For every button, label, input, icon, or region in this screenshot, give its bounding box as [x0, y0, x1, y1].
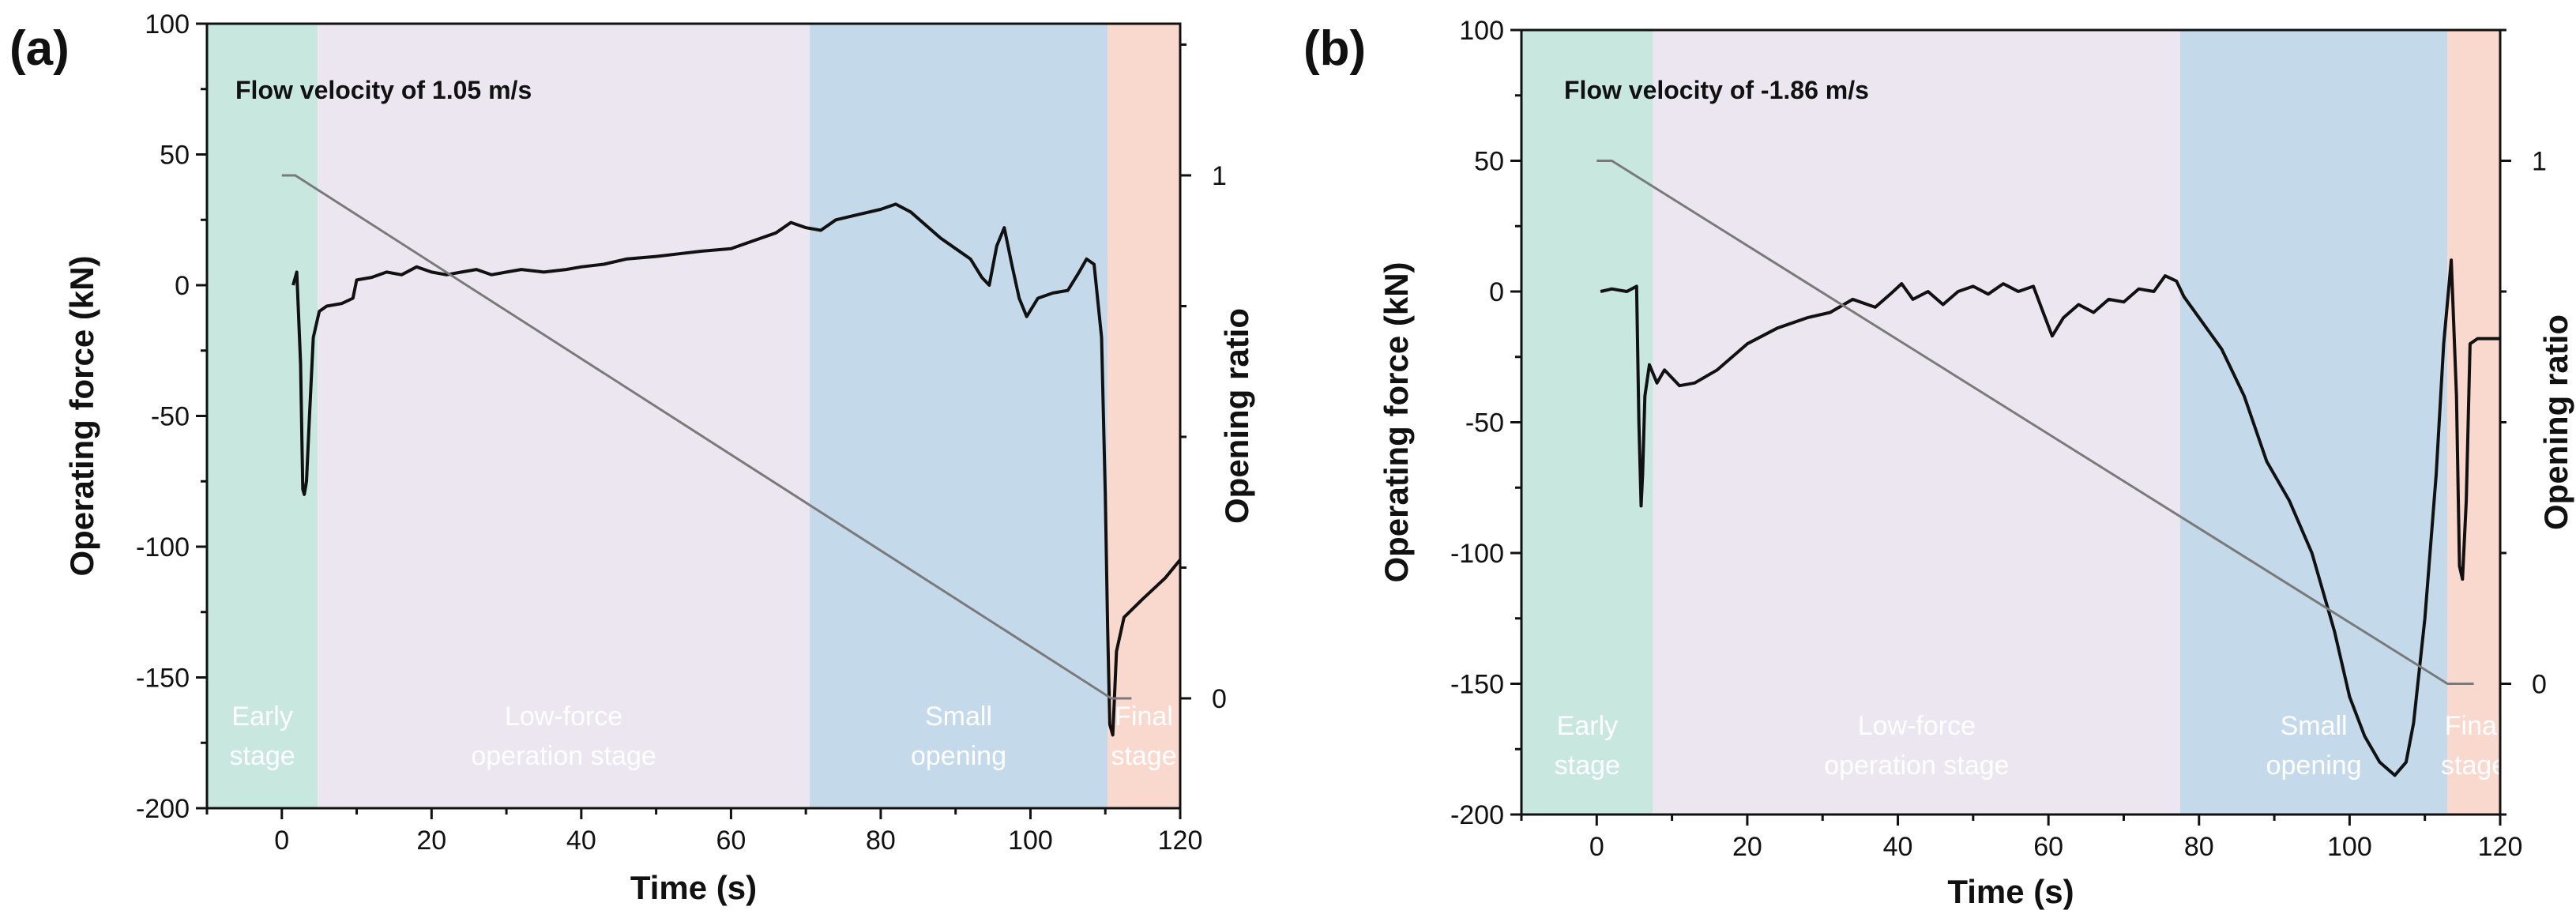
stage-band-early	[207, 24, 318, 808]
stage-band-low-force	[1653, 30, 2180, 815]
stage-label-low-force: Low-force	[505, 702, 622, 732]
chart-b: Early stage Low-force operation stage Small o…	[1303, 16, 2574, 910]
y2-tick-label: 1	[2532, 147, 2547, 177]
stage-label-final: Final	[1115, 702, 1173, 732]
y-tick-label: -200	[1450, 800, 1504, 830]
series-line-operating-force	[291, 202, 1182, 737]
flow-velocity-annotation: Flow velocity of -1.86 m/s	[1564, 76, 1869, 104]
x-tick-label: 0	[274, 826, 289, 856]
x-tick-label: 60	[716, 826, 746, 856]
stage-label-final: stage	[1111, 741, 1176, 771]
x-tick-label: 0	[1589, 832, 1604, 862]
y-tick-label: -100	[136, 532, 190, 562]
y-axis-title: Operating force (kN)	[63, 255, 100, 576]
series-line-operating-force	[1600, 258, 2500, 777]
stage-label-early: Early	[1557, 711, 1618, 741]
y2-tick-label: 0	[2532, 670, 2547, 700]
stage-band-low-force	[318, 24, 810, 808]
y-tick-label: 100	[145, 9, 190, 40]
series-line-opening-ratio	[281, 174, 1132, 700]
series-line-opening-ratio	[1596, 160, 2474, 685]
y2-tick-label: 0	[1212, 684, 1227, 714]
y-tick-label: 0	[175, 271, 190, 301]
x-tick-label: 80	[2184, 832, 2214, 862]
y-axis-title: Operating force (kN)	[1378, 261, 1415, 582]
flow-velocity-annotation: Flow velocity of 1.05 m/s	[235, 76, 532, 104]
stage-label-final: stage	[2441, 751, 2506, 781]
x-tick-label: 20	[1732, 832, 1762, 862]
stage-label-early: stage	[230, 741, 295, 771]
stage-label-small-opening: opening	[2266, 751, 2362, 781]
y2-axis-title: Opening ratio	[1218, 308, 1255, 524]
stage-label-early: stage	[1555, 751, 1620, 781]
y-tick-label: -200	[136, 794, 190, 824]
stage-band-early	[1521, 30, 1653, 815]
stage-label-small-opening: Small	[2281, 711, 2348, 741]
y-tick-label: 0	[1489, 277, 1504, 307]
x-axis-title: Time (s)	[1947, 873, 2074, 910]
x-tick-label: 120	[1158, 826, 1203, 856]
y-tick-label: -50	[151, 402, 190, 432]
stage-band-small-opening	[809, 24, 1108, 808]
x-tick-label: 100	[1008, 826, 1053, 856]
panel-label: (b)	[1303, 21, 1366, 76]
y-tick-label: -100	[1450, 539, 1504, 569]
stage-label-final: Final	[2445, 711, 2503, 741]
stage-label-low-force: Low-force	[1858, 711, 1976, 741]
y-tick-label: -150	[136, 664, 190, 694]
x-axis-title: Time (s)	[630, 869, 757, 906]
y-tick-label: -150	[1450, 670, 1504, 700]
y-tick-label: 50	[160, 141, 190, 171]
x-tick-label: 40	[1883, 832, 1913, 862]
y-tick-label: 100	[1459, 16, 1504, 46]
stage-label-small-opening: opening	[911, 741, 1006, 771]
stage-label-low-force: operation stage	[471, 741, 656, 771]
x-tick-label: 20	[416, 826, 446, 856]
x-tick-label: 60	[2033, 832, 2063, 862]
y-tick-label: 50	[1474, 147, 1504, 177]
stage-label-small-opening: Small	[925, 702, 992, 732]
stage-label-early: Early	[231, 702, 292, 732]
chart-a: Early stage Low-force operation stage Small o…	[9, 9, 1255, 906]
y-tick-label: -50	[1465, 408, 1504, 438]
panel-label: (a)	[9, 21, 70, 76]
x-tick-label: 120	[2478, 832, 2523, 862]
x-tick-label: 80	[866, 826, 896, 856]
x-tick-label: 100	[2327, 832, 2372, 862]
y2-tick-label: 1	[1212, 161, 1227, 191]
x-tick-label: 40	[566, 826, 596, 856]
stage-label-low-force: operation stage	[1824, 751, 2009, 781]
stage-band-final	[1107, 24, 1180, 808]
stage-band-small-opening	[2179, 30, 2448, 815]
y2-axis-title: Opening ratio	[2537, 314, 2574, 530]
